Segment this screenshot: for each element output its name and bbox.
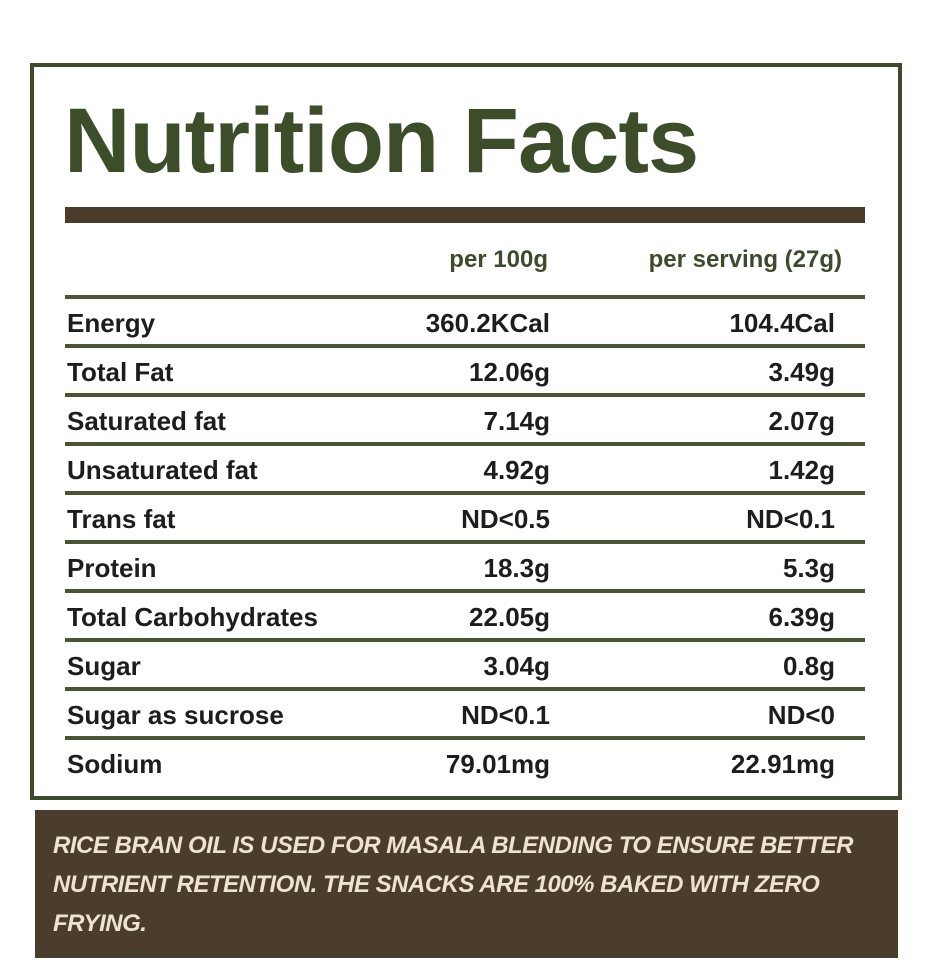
nutrient-value: ND<0.1	[746, 504, 835, 534]
nutrient-value: 5.3g	[782, 553, 835, 583]
table-row: Unsaturated fat 4.92g 1.42g	[65, 442, 865, 491]
nutrient-value: 4.92g	[483, 455, 551, 485]
table-row: Sodium 79.01mg 22.91mg	[65, 736, 865, 785]
nutrient-name: Saturated fat	[67, 406, 226, 436]
title-bar	[65, 207, 865, 223]
nutrient-name: Protein	[67, 553, 157, 583]
nutrient-value: 22.91mg	[730, 749, 835, 779]
nutrient-value: 2.07g	[768, 406, 836, 436]
nutrient-name: Sodium	[67, 749, 163, 779]
nutrient-value: 79.01mg	[445, 749, 550, 779]
nutrient-value: 0.8g	[782, 651, 835, 681]
nutrient-value: 12.06g	[469, 357, 550, 387]
nutrient-value: ND<0.1	[461, 700, 550, 730]
table-row: Protein 18.3g 5.3g	[65, 540, 865, 589]
table-row: Sugar as sucrose ND<0.1 ND<0	[65, 687, 865, 736]
nutrient-value: ND<0	[767, 700, 835, 730]
nutrient-value: 7.14g	[483, 406, 551, 436]
nutrition-table: Energy 360.2KCal 104.4Cal Total Fat 12.06g 3.…	[65, 295, 865, 785]
nutrient-name: Sugar as sucrose	[67, 700, 284, 730]
nutrient-name: Total Fat	[67, 357, 174, 387]
table-row: Trans fat ND<0.5 ND<0.1	[65, 491, 865, 540]
table-row: Total Fat 12.06g 3.49g	[65, 344, 865, 393]
column-header: per 100g	[449, 246, 548, 273]
table-row: Energy 360.2KCal 104.4Cal	[65, 295, 865, 344]
nutrient-value: ND<0.5	[461, 504, 550, 534]
nutrient-value: 104.4Cal	[729, 308, 835, 338]
nutrient-name: Sugar	[67, 651, 141, 681]
panel-border	[30, 63, 902, 800]
nutrient-value: 18.3g	[483, 553, 551, 583]
table-row: Saturated fat 7.14g 2.07g	[65, 393, 865, 442]
nutrient-value: 22.05g	[469, 602, 550, 632]
column-header: per serving (27g)	[648, 246, 842, 273]
nutrient-name: Trans fat	[67, 504, 176, 534]
footer-text: RICE BRAN OIL IS USED FOR MASALA BLENDIN…	[53, 832, 853, 937]
nutrient-name: Unsaturated fat	[67, 455, 258, 485]
table-row: Total Carbohydrates 22.05g 6.39g	[65, 589, 865, 638]
nutrient-value: 6.39g	[768, 602, 836, 632]
nutrient-name: Total Carbohydrates	[67, 602, 318, 632]
footer-box: RICE BRAN OIL IS USED FOR MASALA BLENDIN…	[35, 810, 898, 958]
nutrient-value: 3.49g	[768, 357, 836, 387]
nutrient-value: 1.42g	[768, 455, 836, 485]
table-row: Sugar 3.04g 0.8g	[65, 638, 865, 687]
title: Nutrition Facts	[64, 90, 699, 192]
nutrient-value: 3.04g	[483, 651, 551, 681]
nutrient-value: 360.2KCal	[425, 308, 550, 338]
nutrient-name: Energy	[67, 308, 156, 338]
